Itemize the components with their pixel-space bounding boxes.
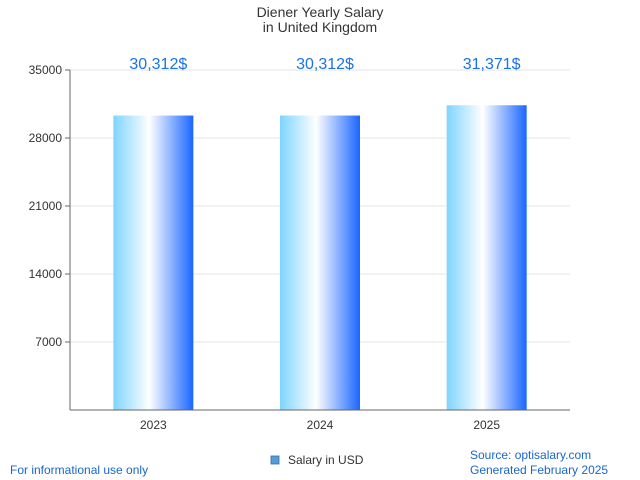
y-tick-label: 21000 — [29, 199, 63, 213]
y-tick-label: 35000 — [29, 63, 63, 77]
bar-2025 — [446, 105, 527, 410]
chart-title-line-2: in United Kingdom — [263, 19, 377, 35]
bar-2024 — [280, 115, 360, 410]
legend: Salary in USD — [270, 453, 364, 467]
x-axis-ticks: 2023 2024 2025 — [140, 418, 500, 432]
legend-swatch — [270, 455, 280, 465]
value-label-2025: 31,371$ — [463, 56, 521, 73]
source-text: Source: optisalary.com — [470, 448, 591, 462]
value-labels: 30,312$ 30,312$ 31,371$ — [129, 56, 520, 73]
bars — [113, 105, 527, 410]
y-tick-label: 14000 — [29, 267, 63, 281]
x-tick-label-2023: 2023 — [140, 418, 167, 432]
generated-date-text: Generated February 2025 — [470, 463, 608, 477]
chart-title-line-1: Diener Yearly Salary — [257, 4, 384, 20]
x-tick-label-2024: 2024 — [307, 418, 334, 432]
y-axis-ticks: 7000 14000 21000 28000 35000 — [29, 63, 70, 349]
legend-label: Salary in USD — [288, 453, 364, 467]
value-label-2023: 30,312$ — [129, 56, 187, 73]
x-tick-label-2025: 2025 — [473, 418, 500, 432]
bar-2023 — [113, 115, 194, 410]
y-tick-label: 7000 — [35, 335, 62, 349]
disclaimer-text: For informational use only — [10, 463, 148, 477]
y-tick-label: 28000 — [29, 131, 63, 145]
value-label-2024: 30,312$ — [296, 56, 354, 73]
